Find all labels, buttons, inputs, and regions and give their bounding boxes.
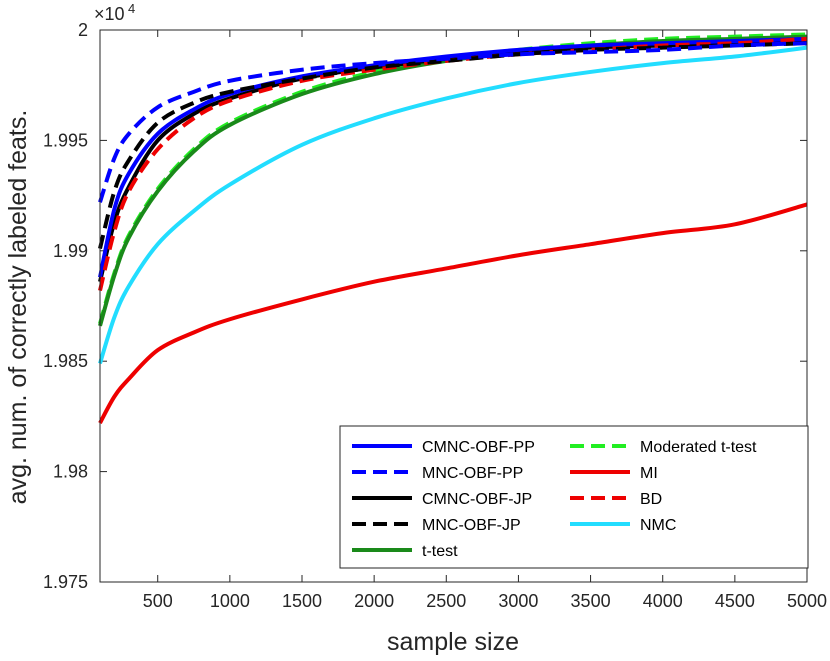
y-scale-label: ×10 <box>94 4 125 24</box>
x-tick-label: 2000 <box>354 591 394 611</box>
legend-label-nmc: NMC <box>640 517 676 534</box>
y-scale-exponent: 4 <box>128 1 135 16</box>
series-line-cmnc-obf-pp <box>98 36 808 278</box>
y-tick-label: 1.985 <box>43 351 88 371</box>
series-line-t-test <box>98 34 808 327</box>
tick-labels: 500 1000 1500 2000 2500 3000 3500 4000 4500 5000 1… <box>43 20 827 611</box>
x-tick-label: 2500 <box>426 591 466 611</box>
x-tick-label: 3000 <box>498 591 538 611</box>
legend-label-mi: MI <box>640 465 658 482</box>
series-line-nmc <box>98 45 808 365</box>
y-tick-label: 1.995 <box>43 130 88 150</box>
x-tick-label: 5000 <box>787 591 827 611</box>
x-tick-label: 500 <box>143 591 173 611</box>
legend-label-t-test: t-test <box>422 543 458 560</box>
y-tick-label: 1.99 <box>53 241 88 261</box>
x-axis-title: sample size <box>387 628 519 656</box>
x-tick-label: 1500 <box>282 591 322 611</box>
legend-label-mnc-obf-jp: MNC-OBF-JP <box>422 517 521 534</box>
y-scale-factor: ×10 4 <box>94 1 135 24</box>
x-tick-label: 4500 <box>715 591 755 611</box>
y-axis-title: avg. num. of correctly labeled feats. <box>4 110 32 505</box>
series-line-mnc-obf-jp <box>98 41 808 250</box>
y-tick-label: 1.975 <box>43 572 88 592</box>
legend-label-mnc-obf-pp: MNC-OBF-PP <box>422 465 523 482</box>
series-lines <box>98 32 808 424</box>
y-tick-label: 1.98 <box>53 462 88 482</box>
x-tick-label: 4000 <box>643 591 683 611</box>
legend-label-moderated-t-test: Moderated t-test <box>640 439 757 456</box>
legend-label-cmnc-obf-jp: CMNC-OBF-JP <box>422 491 532 508</box>
plot-frame <box>99 29 808 583</box>
x-tick-label: 3500 <box>571 591 611 611</box>
legend-label-bd: BD <box>640 491 662 508</box>
legend-label-cmnc-obf-pp: CMNC-OBF-PP <box>422 439 535 456</box>
y-tick-label: 2 <box>78 20 88 40</box>
series-line-mi <box>98 202 808 424</box>
x-tick-label: 1000 <box>210 591 250 611</box>
legend: CMNC-OBF-PP Moderated t-test MNC-OBF-PP MI C… <box>339 425 809 569</box>
series-line-bd <box>98 36 808 292</box>
series-line-mnc-obf-pp <box>98 41 808 203</box>
